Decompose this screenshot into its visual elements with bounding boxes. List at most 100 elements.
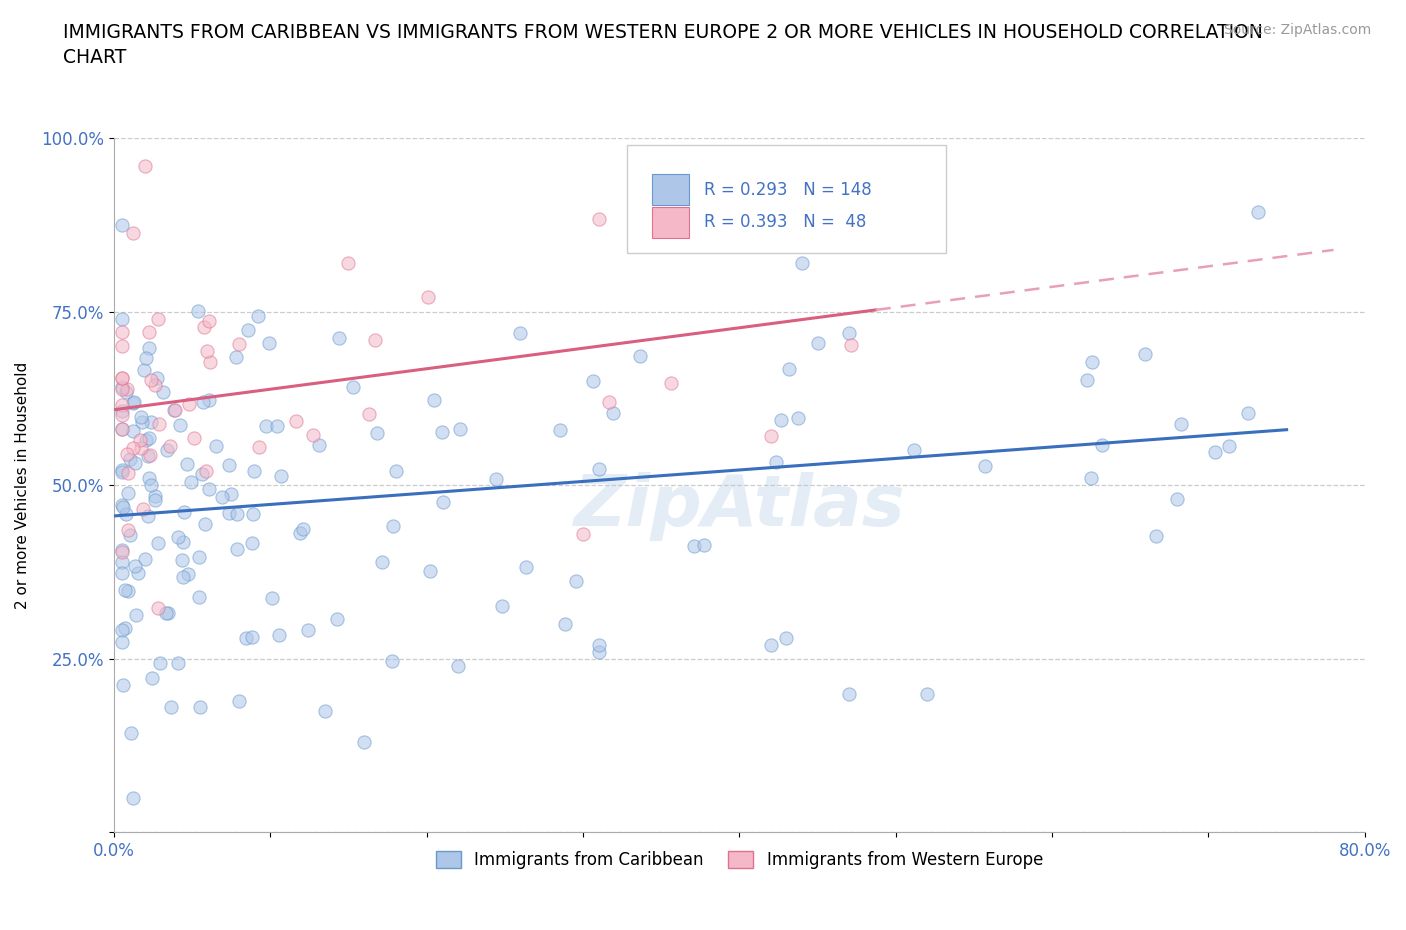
Point	[134, 551, 156, 566]
Point	[257, 336, 280, 351]
Point	[121, 395, 143, 410]
Point	[111, 339, 134, 353]
Point	[1170, 417, 1192, 432]
Point	[120, 725, 142, 740]
Point	[111, 218, 134, 232]
Point	[195, 343, 218, 358]
Point	[114, 582, 136, 597]
Point	[314, 703, 336, 718]
Point	[1091, 438, 1114, 453]
Point	[598, 394, 620, 409]
Point	[124, 456, 146, 471]
Point	[112, 677, 135, 692]
Point	[903, 443, 925, 458]
Point	[366, 425, 388, 440]
Point	[290, 525, 312, 540]
Legend: Immigrants from Caribbean, Immigrants from Western Europe: Immigrants from Caribbean, Immigrants fr…	[429, 844, 1050, 876]
Point	[136, 448, 159, 463]
Point	[160, 699, 183, 714]
Point	[328, 330, 350, 345]
Point	[188, 589, 211, 604]
Point	[152, 384, 174, 399]
Point	[111, 498, 134, 512]
Point	[381, 518, 404, 533]
Point	[236, 323, 259, 338]
Point	[659, 375, 682, 390]
Point	[128, 433, 150, 448]
Text: R = 0.293   N = 148: R = 0.293 N = 148	[704, 180, 872, 199]
Point	[385, 464, 408, 479]
Point	[131, 441, 153, 456]
Point	[134, 159, 156, 174]
Point	[135, 433, 157, 448]
Point	[588, 638, 610, 653]
Point	[548, 422, 571, 437]
Point	[163, 403, 186, 418]
Point	[807, 336, 830, 351]
Text: Source: ZipAtlas.com: Source: ZipAtlas.com	[1223, 23, 1371, 37]
Point	[582, 374, 605, 389]
Point	[194, 464, 217, 479]
Point	[449, 421, 471, 436]
Point	[135, 351, 157, 365]
Point	[124, 394, 146, 409]
Point	[262, 591, 284, 605]
Point	[183, 431, 205, 445]
Point	[1080, 471, 1102, 485]
Point	[143, 378, 166, 392]
Point	[219, 486, 242, 501]
Point	[188, 550, 211, 565]
Point	[588, 644, 610, 659]
Point	[173, 505, 195, 520]
Point	[180, 474, 202, 489]
Point	[786, 410, 808, 425]
Point	[169, 418, 191, 432]
Point	[308, 437, 330, 452]
Point	[879, 225, 901, 240]
Point	[111, 544, 134, 559]
Text: ZipAtlas: ZipAtlas	[574, 472, 905, 540]
Point	[285, 414, 308, 429]
Point	[565, 574, 588, 589]
Point	[191, 394, 214, 409]
Point	[240, 630, 263, 644]
Point	[225, 541, 247, 556]
Point	[1237, 405, 1260, 420]
Point	[1204, 445, 1226, 459]
Point	[122, 423, 145, 438]
Point	[146, 312, 169, 326]
Point	[628, 349, 651, 364]
Point	[588, 211, 610, 226]
Point	[491, 599, 513, 614]
Point	[121, 441, 143, 456]
Point	[172, 569, 194, 584]
Point	[176, 457, 198, 472]
Point	[170, 552, 193, 567]
Point	[138, 431, 160, 445]
Point	[270, 469, 292, 484]
Point	[759, 429, 782, 444]
Point	[111, 325, 134, 339]
Point	[118, 452, 141, 467]
Point	[157, 605, 180, 620]
Point	[775, 631, 797, 645]
Point	[838, 686, 860, 701]
Point	[240, 536, 263, 551]
Point	[111, 543, 134, 558]
Point	[111, 407, 134, 422]
Point	[197, 392, 219, 407]
Point	[115, 447, 138, 462]
Point	[198, 354, 221, 369]
Point	[1218, 438, 1240, 453]
Point	[765, 455, 787, 470]
Point	[141, 671, 163, 686]
Point	[419, 564, 441, 578]
Point	[432, 495, 454, 510]
Point	[145, 493, 167, 508]
Point	[111, 634, 134, 649]
Point	[111, 623, 134, 638]
Point	[132, 501, 155, 516]
Point	[148, 417, 170, 432]
Bar	[652, 206, 689, 238]
Point	[111, 465, 134, 480]
